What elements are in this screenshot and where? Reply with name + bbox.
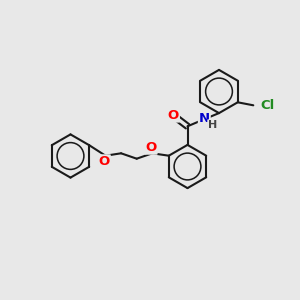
Text: O: O — [168, 109, 179, 122]
Text: N: N — [199, 112, 210, 125]
Text: H: H — [208, 120, 217, 130]
Text: O: O — [99, 155, 110, 168]
Text: O: O — [146, 141, 157, 154]
Text: Cl: Cl — [260, 99, 274, 112]
